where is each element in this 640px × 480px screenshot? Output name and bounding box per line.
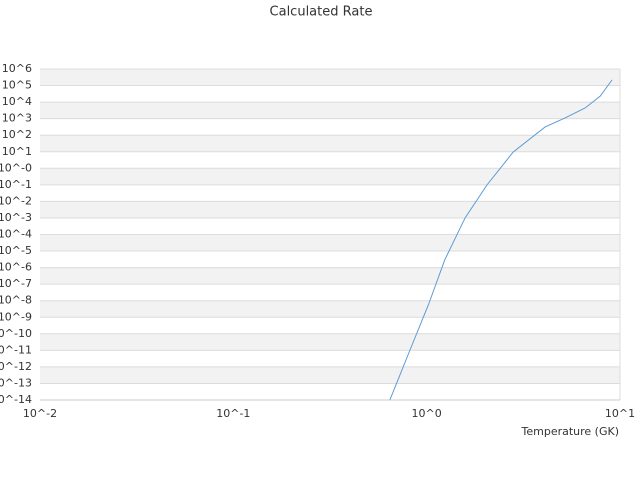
y-tick-label: 10^2 xyxy=(2,128,32,141)
y-tick-label: 10^4 xyxy=(2,95,32,108)
x-tick-label: 10^1 xyxy=(605,407,635,420)
chart-title: Calculated Rate xyxy=(270,5,373,20)
x-tick-label: 10^-1 xyxy=(216,407,250,420)
plot-bands xyxy=(40,69,620,384)
y-tick-label: 10^-10 xyxy=(0,327,32,340)
y-tick-label: 10^-13 xyxy=(0,376,32,389)
plot-band xyxy=(40,201,620,218)
y-tick-label: 10^-14 xyxy=(0,393,32,406)
y-tick-label: 10^-8 xyxy=(0,294,32,307)
plot-band xyxy=(40,168,620,185)
y-tick-label: 10^-6 xyxy=(0,261,32,274)
plot-band xyxy=(40,300,620,318)
y-tick-label: 10^-1 xyxy=(0,178,32,191)
data-line xyxy=(389,79,613,401)
y-tick-label: 10^-7 xyxy=(0,277,32,290)
plot-band xyxy=(40,333,620,351)
y-tick-label: 10^-0 xyxy=(0,161,32,174)
plot-band xyxy=(40,267,620,285)
plot-band xyxy=(40,366,620,384)
y-tick-label: 10^1 xyxy=(2,145,32,158)
y-tick-label: 10^-4 xyxy=(0,228,32,241)
y-tick-label: 10^-12 xyxy=(0,360,32,373)
y-tick-label: 10^-11 xyxy=(0,343,32,356)
x-tick-label: 10^0 xyxy=(412,407,442,420)
y-tick-label: 10^6 xyxy=(2,62,32,75)
x-tick-label: 10^-2 xyxy=(23,407,57,420)
y-tick-label: 10^-5 xyxy=(0,244,32,257)
y-tick-label: 10^-2 xyxy=(0,194,32,207)
plot-band xyxy=(40,102,620,119)
y-tick-label: 10^-9 xyxy=(0,310,32,323)
y-tick-label: 10^-3 xyxy=(0,211,32,224)
x-axis-label: Temperature (GK) xyxy=(521,425,620,438)
plot-band xyxy=(40,69,620,86)
plot-band xyxy=(40,135,620,152)
y-tick-label: 10^3 xyxy=(2,112,32,125)
plot-band xyxy=(40,234,620,252)
y-tick-label: 10^5 xyxy=(2,79,32,92)
